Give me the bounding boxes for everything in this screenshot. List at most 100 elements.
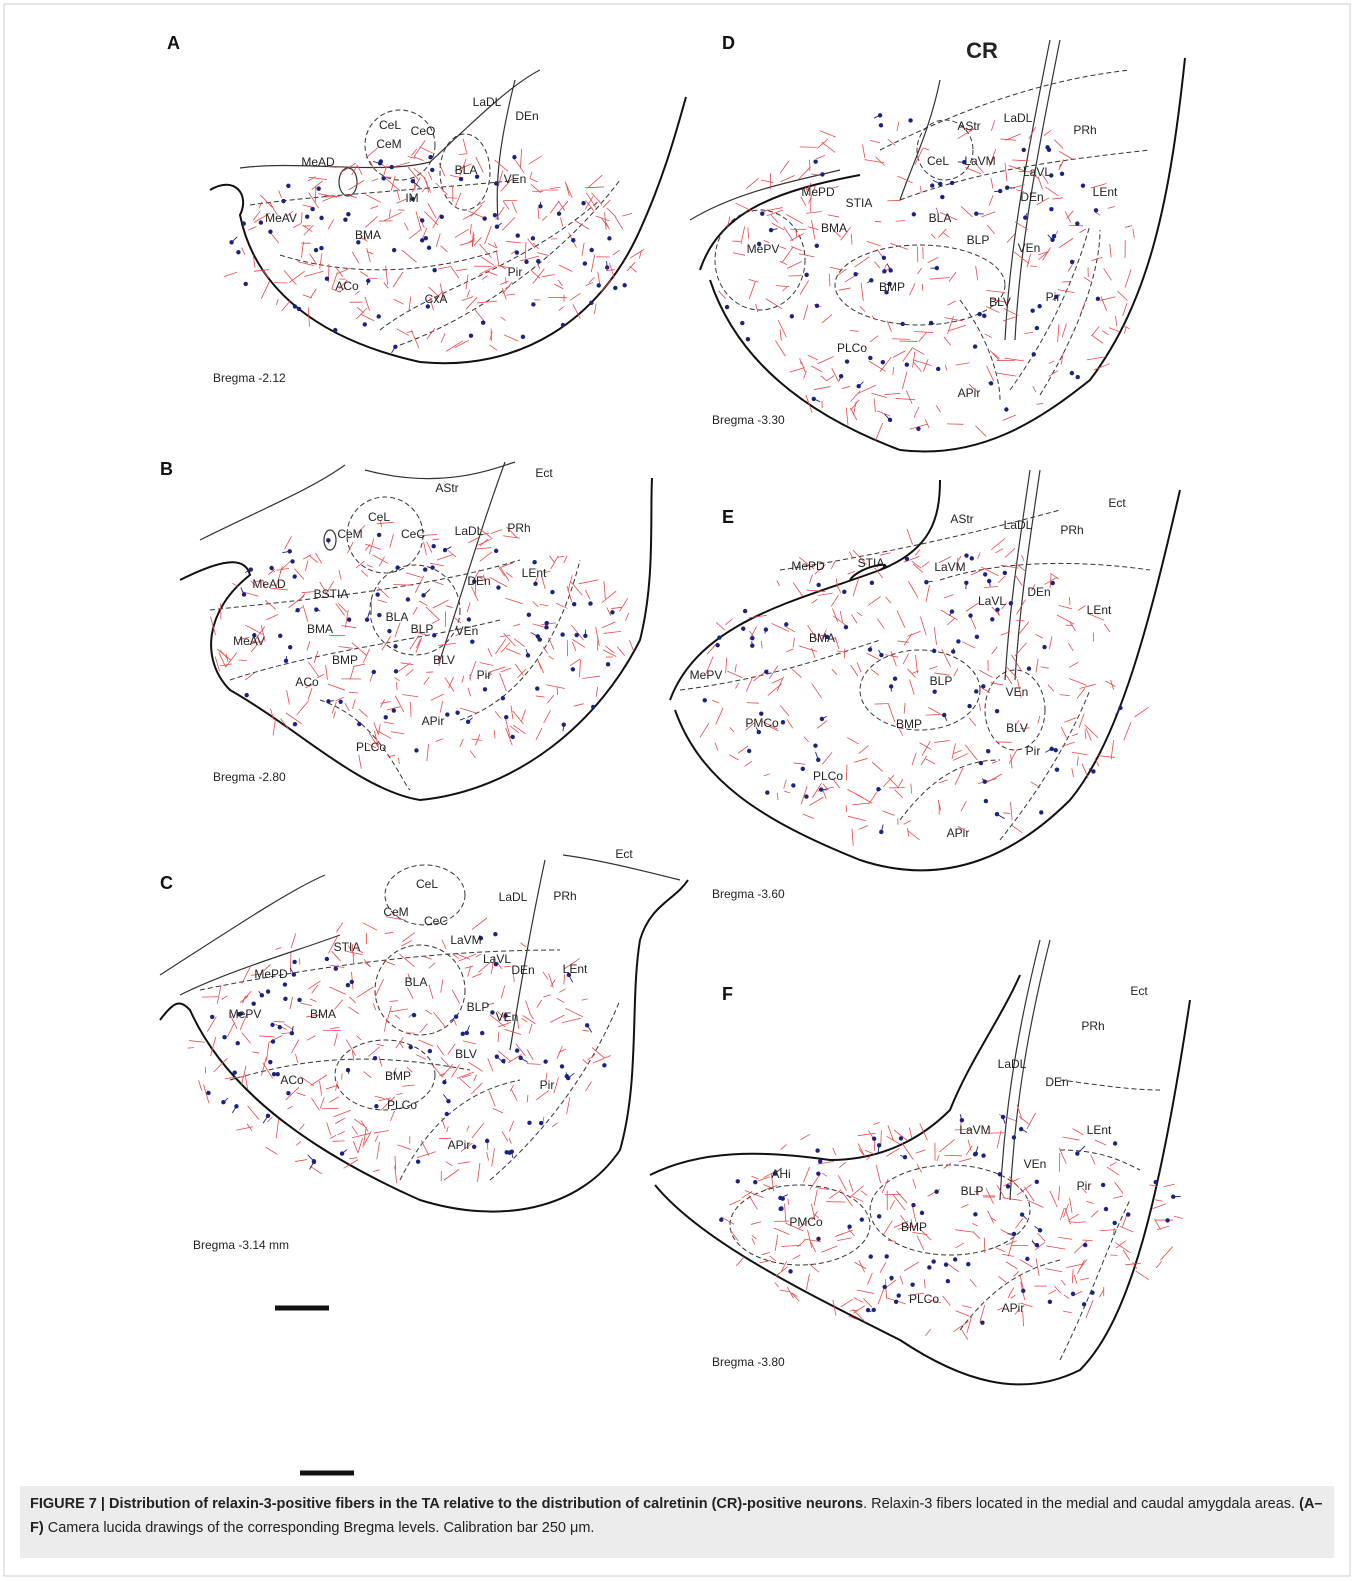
fiber	[487, 1152, 489, 1160]
fiber	[956, 1311, 970, 1316]
fiber	[552, 1123, 558, 1127]
fiber	[1008, 1287, 1014, 1297]
fiber	[955, 1230, 974, 1233]
fiber	[986, 291, 1005, 293]
fiber	[1072, 752, 1088, 754]
fiber	[436, 183, 448, 195]
fiber	[992, 647, 998, 654]
fiber	[1064, 718, 1076, 723]
fiber	[992, 761, 998, 763]
fiber	[1019, 1116, 1028, 1124]
fiber	[875, 262, 880, 269]
fiber	[1085, 725, 1098, 738]
fiber	[448, 1044, 455, 1054]
fiber	[980, 1305, 985, 1322]
fiber	[944, 1163, 951, 1168]
fiber	[809, 574, 812, 583]
fiber	[513, 624, 520, 626]
fiber	[396, 329, 408, 336]
fiber	[911, 784, 912, 794]
fiber	[926, 715, 940, 716]
fiber	[310, 254, 317, 265]
fiber	[344, 1160, 358, 1169]
neuron-process	[988, 383, 991, 384]
neuron	[765, 790, 769, 794]
fiber	[985, 334, 992, 338]
fiber	[352, 1133, 370, 1137]
fiber	[872, 316, 876, 320]
neuron	[936, 367, 940, 371]
neuron	[1082, 1302, 1086, 1306]
fiber	[261, 1057, 266, 1075]
caption: FIGURE 7 | Distribution of relaxin-3-pos…	[20, 1486, 1334, 1558]
fiber	[339, 570, 341, 579]
region-label: LaDL	[1004, 518, 1033, 532]
fiber	[1069, 1198, 1072, 1213]
fiber	[854, 257, 869, 267]
fiber	[356, 561, 364, 568]
fiber	[406, 669, 414, 675]
neuron	[981, 1153, 985, 1157]
fiber	[831, 562, 835, 569]
fiber	[333, 1110, 350, 1117]
neuron	[445, 1112, 449, 1116]
fiber	[970, 616, 976, 629]
fiber	[818, 593, 833, 595]
neuron	[394, 669, 398, 673]
fiber	[547, 695, 553, 703]
fiber	[1062, 282, 1070, 283]
neuron	[815, 244, 819, 248]
fiber	[828, 215, 840, 217]
fiber	[851, 614, 857, 623]
fiber	[1082, 764, 1088, 778]
neuron	[483, 687, 487, 691]
fiber	[357, 1035, 362, 1040]
fiber	[847, 789, 863, 798]
neuron	[860, 1217, 864, 1221]
fiber	[511, 705, 513, 718]
fiber	[476, 954, 481, 957]
region-label: PRh	[1073, 123, 1096, 137]
fiber	[550, 187, 560, 189]
region-label: MeAD	[252, 577, 286, 591]
fiber	[726, 658, 727, 673]
neuron	[560, 632, 564, 636]
fiber	[357, 987, 374, 998]
fiber	[934, 741, 949, 743]
fiber	[1095, 1140, 1106, 1145]
fiber	[476, 548, 491, 549]
fiber	[893, 1194, 905, 1210]
fiber	[565, 1008, 583, 1017]
region-label: AHi	[771, 1167, 790, 1181]
fiber	[985, 774, 1002, 783]
fiber	[858, 385, 876, 393]
fiber	[582, 1030, 588, 1031]
fiber	[482, 257, 494, 265]
neuron	[815, 1148, 819, 1152]
fiber	[922, 562, 929, 567]
region-label: MePV	[747, 242, 780, 256]
fiber	[786, 649, 793, 652]
fiber	[716, 708, 723, 725]
fiber	[432, 539, 439, 540]
fiber	[1011, 1295, 1016, 1299]
fiber	[826, 376, 834, 381]
fiber	[949, 325, 966, 330]
fiber	[970, 1279, 976, 1287]
neuron	[392, 248, 396, 252]
fiber	[326, 1086, 337, 1089]
fiber	[926, 759, 935, 764]
fiber	[300, 594, 305, 600]
neuron	[784, 622, 788, 626]
fiber	[460, 1078, 471, 1088]
fiber	[509, 1121, 513, 1131]
fiber	[558, 280, 562, 286]
neuron	[524, 260, 528, 264]
fiber	[327, 1123, 331, 1136]
fiber	[368, 1047, 379, 1057]
neuron	[1101, 1183, 1105, 1187]
region-label: STIA	[858, 556, 885, 570]
fiber	[908, 669, 916, 678]
neuron	[932, 689, 936, 693]
region-label: LaVM	[964, 154, 995, 168]
